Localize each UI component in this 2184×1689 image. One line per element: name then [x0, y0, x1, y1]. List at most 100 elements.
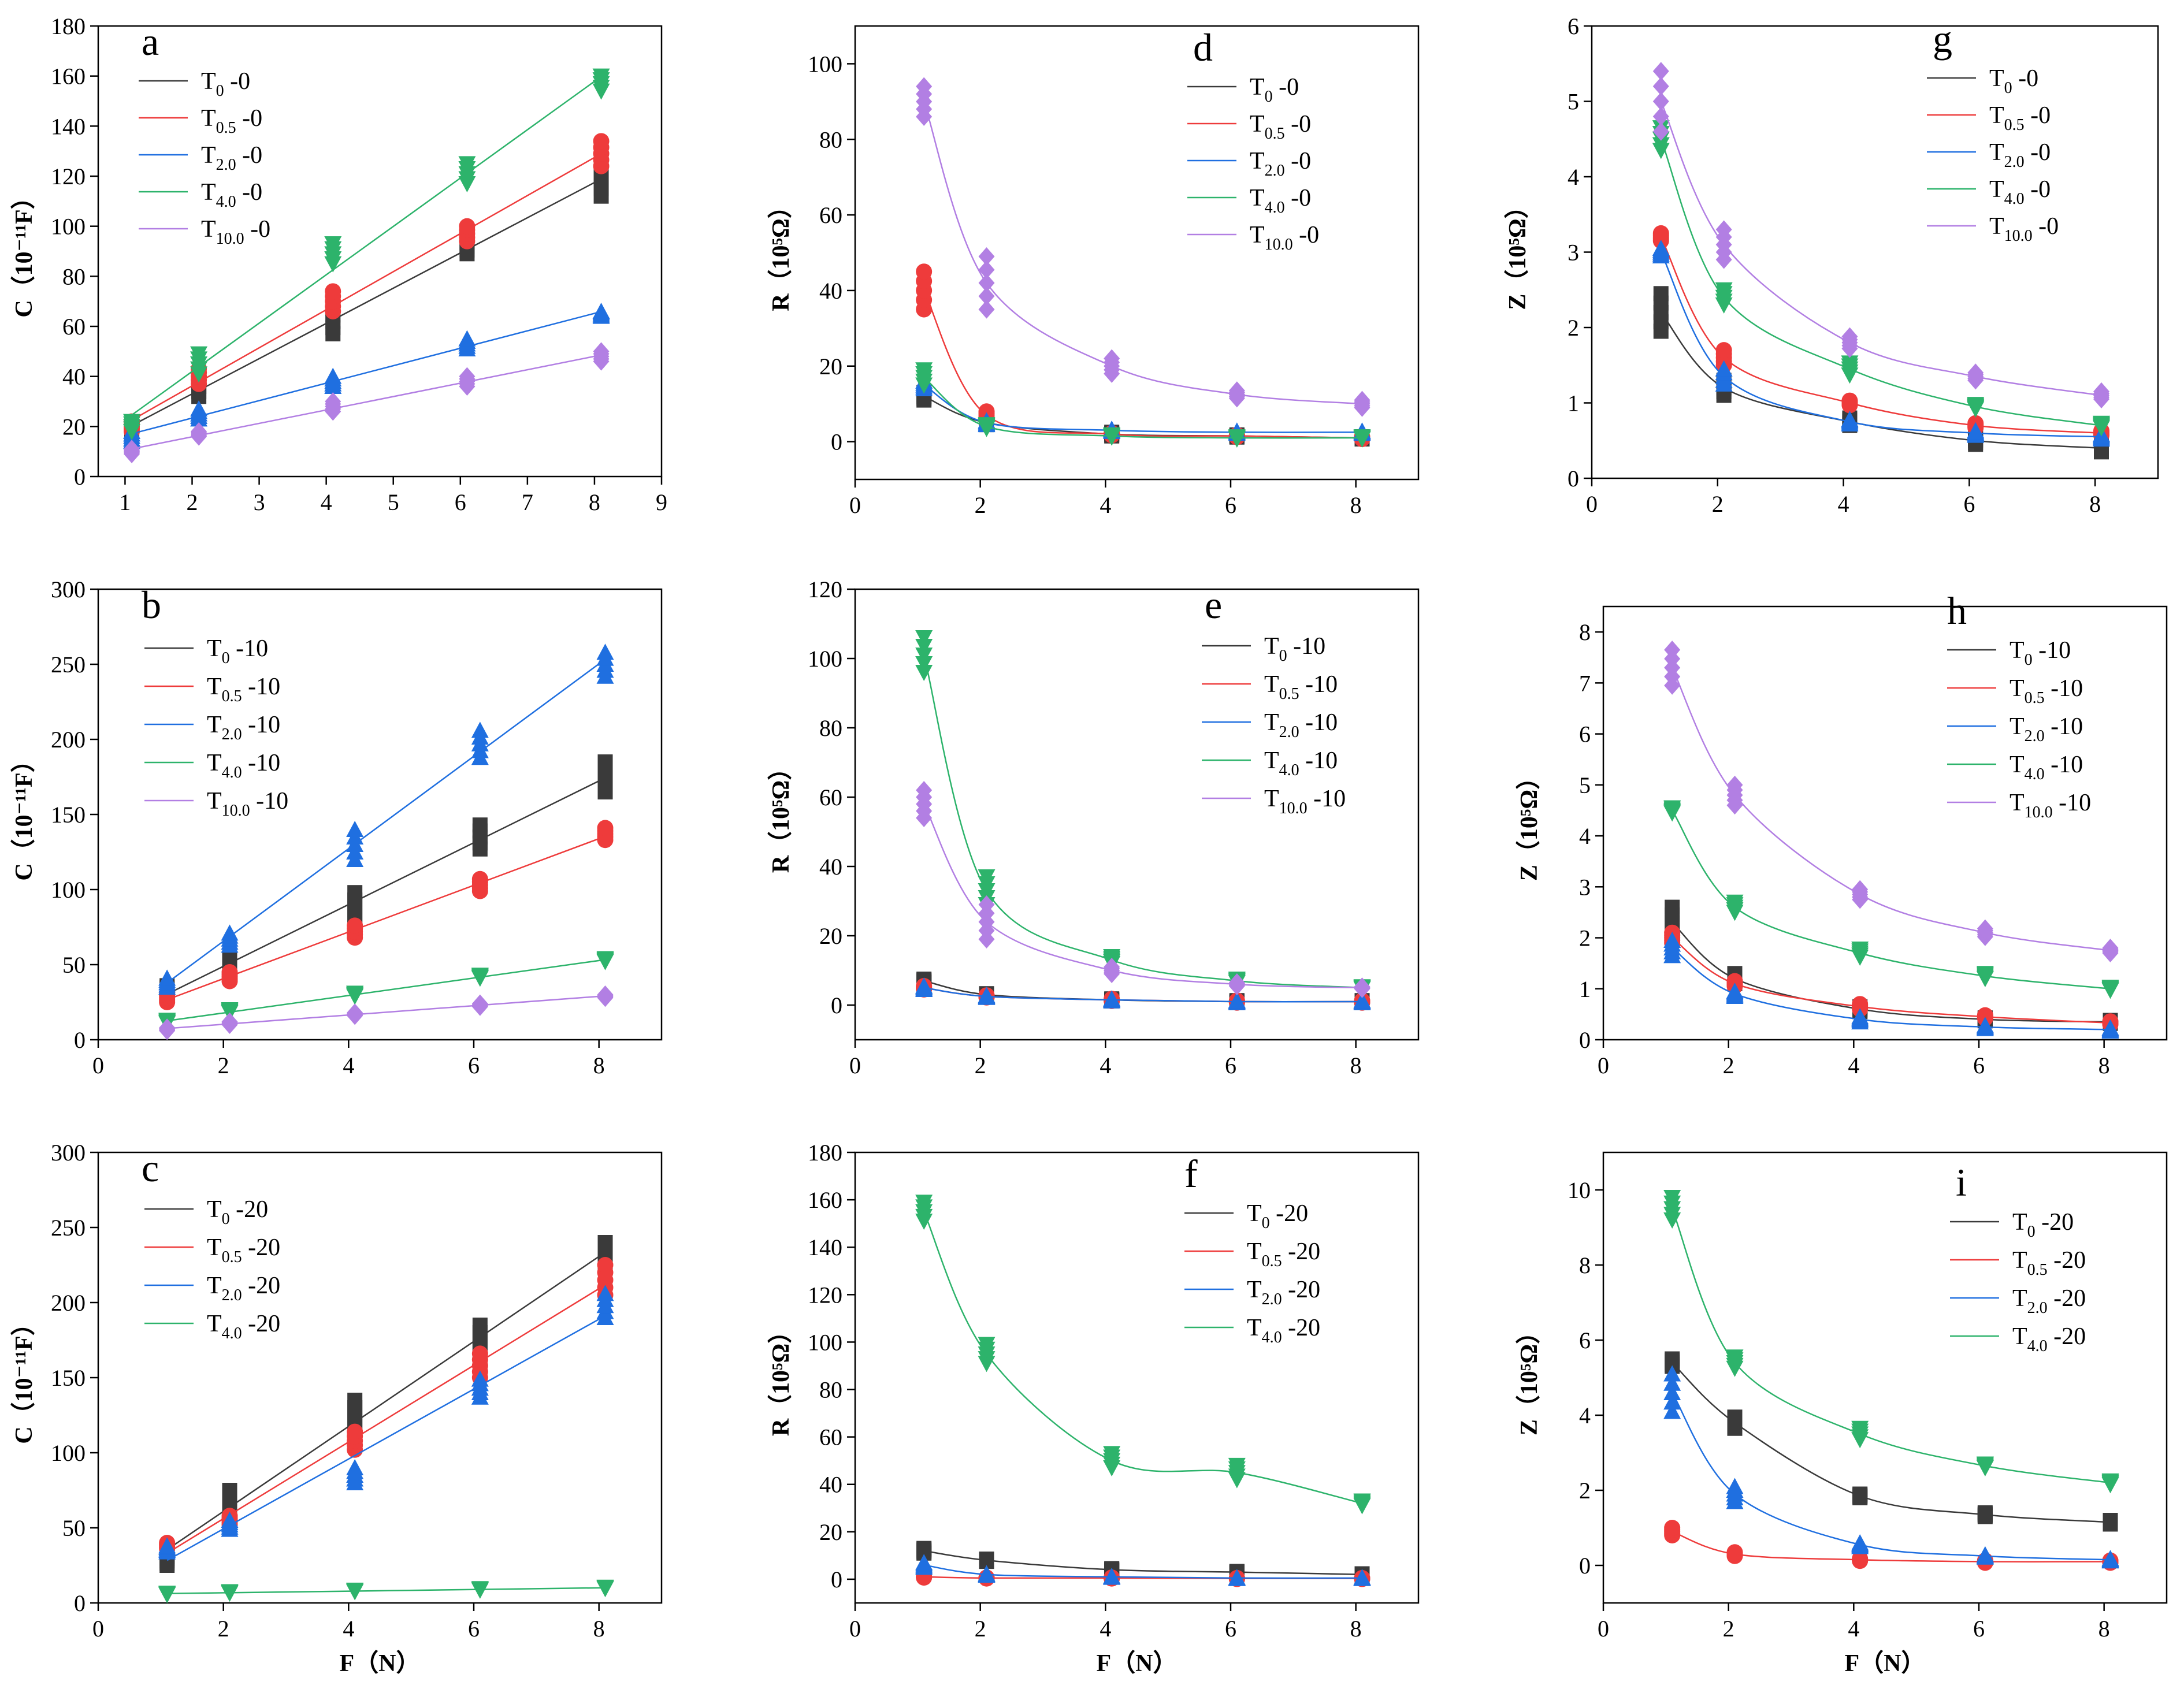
fit-curve [166, 777, 606, 995]
plot-frame [854, 588, 1420, 1041]
data-point [1976, 1017, 1994, 1033]
data-point [2101, 980, 2119, 996]
series-t10-0-10 [916, 781, 1370, 998]
data-point [1354, 977, 1370, 996]
data-point [325, 283, 341, 300]
data-point [1851, 1420, 1869, 1437]
x-axis-title: F（N） [1845, 1650, 1926, 1677]
data-point [1665, 1351, 1680, 1367]
data-point [1228, 992, 1246, 1009]
data-point [1967, 422, 1985, 438]
fit-curve [131, 152, 602, 421]
data-point [221, 924, 239, 941]
y-tick-label: 60 [819, 784, 842, 810]
data-point [1715, 282, 1733, 299]
data-point [347, 885, 363, 901]
legend-label: T10.0 -10 [207, 788, 288, 820]
series-t2-0-20 [158, 1285, 614, 1561]
x-tick-label: 8 [593, 1052, 605, 1078]
data-point [1841, 327, 1858, 346]
data-point [1652, 225, 1669, 241]
legend-label: T2.0 -20 [2012, 1285, 2086, 1317]
x-tick-label: 6 [1225, 1616, 1236, 1642]
legend-label: T0 -0 [1989, 65, 2038, 97]
y-tick-label: 50 [62, 1515, 86, 1541]
x-tick-label: 6 [468, 1052, 480, 1078]
legend-label: T2.0 -20 [207, 1273, 280, 1304]
y-tick-label: 1 [1568, 390, 1579, 416]
y-tick-label: 0 [1579, 1027, 1591, 1053]
y-tick-label: 120 [808, 576, 842, 602]
y-tick-label: 20 [819, 354, 842, 380]
legend-label: T4.0 -10 [1264, 747, 1338, 779]
x-tick-label: 4 [1838, 491, 1849, 517]
y-axis-title: C（10⁻¹¹F） [10, 748, 38, 880]
y-tick-label: 60 [819, 202, 842, 228]
data-point [978, 869, 996, 886]
data-point [2101, 1550, 2119, 1567]
fit-curve [1672, 1208, 2111, 1484]
data-point [1353, 992, 1371, 1009]
y-tick-label: 0 [74, 1027, 86, 1053]
y-tick-label: 150 [51, 802, 86, 828]
y-tick-label: 140 [51, 113, 86, 139]
data-point [1726, 894, 1744, 911]
data-point [1228, 381, 1245, 400]
x-tick-label: 3 [254, 489, 265, 515]
legend-label: T0 -20 [207, 1196, 268, 1228]
data-point [597, 754, 613, 769]
x-tick-label: 0 [849, 492, 861, 518]
data-point [2093, 415, 2110, 432]
y-tick-label: 8 [1579, 1252, 1591, 1278]
series-t0-5-10 [1664, 924, 2119, 1033]
x-tick-label: 8 [1350, 1616, 1362, 1642]
data-point [221, 1012, 238, 1031]
y-axis-title: R（10⁵Ω） [767, 756, 794, 873]
x-tick-label: 8 [1350, 1052, 1362, 1078]
x-tick-label: 6 [1973, 1052, 1985, 1078]
legend: T0 -0 T0.5 -0 T2.0 -0 T4.0 -0 T10.0 -0 [139, 68, 270, 248]
plot-frame [1602, 605, 2168, 1041]
data-point [1852, 1486, 1868, 1502]
data-point [1652, 92, 1669, 111]
y-tick-label: 5 [1568, 89, 1579, 115]
data-point [597, 820, 614, 836]
legend-label: T10.0 -10 [1264, 786, 1346, 817]
legend: T0 -20 T0.5 -20 T2.0 -20 T4.0 -20 [1184, 1200, 1320, 1346]
series-t4-0-20 [915, 1195, 1371, 1515]
data-point [915, 977, 933, 994]
y-tick-label: 50 [62, 952, 86, 978]
data-point [1977, 1007, 1993, 1024]
panel-c: 0 50 100 150 200 250 300 0 2 4 6 8 C（10⁻¹¹F） F（N） c T0 … [10, 1140, 663, 1677]
data-point [978, 300, 995, 319]
y-tick-label: 40 [819, 854, 842, 880]
data-point [221, 964, 238, 980]
y-tick-label: 40 [819, 278, 842, 304]
data-point [978, 1337, 996, 1353]
plot-frame [854, 25, 1420, 481]
y-tick-label: 200 [51, 1290, 86, 1316]
data-point [1852, 996, 1869, 1013]
fit-curve [166, 835, 606, 1000]
y-axis-title: Z（10⁵Ω） [1516, 765, 1543, 881]
y-tick-label: 6 [1579, 1327, 1591, 1353]
x-tick-label: 0 [849, 1052, 861, 1078]
data-point [1664, 1520, 1681, 1536]
data-point [221, 1512, 239, 1528]
data-point [915, 639, 933, 655]
legend-label: T4.0 -0 [1250, 185, 1311, 217]
y-tick-label: 40 [819, 1472, 842, 1498]
data-point [346, 1582, 364, 1599]
fit-curve [131, 354, 601, 450]
x-axis-title: F（N） [1097, 1650, 1178, 1677]
data-point [222, 951, 237, 966]
data-point [158, 1537, 176, 1554]
data-point [471, 968, 489, 984]
x-tick-label: 4 [343, 1616, 354, 1642]
legend-label: T10.0 -0 [1250, 222, 1319, 254]
x-tick-label: 8 [2098, 1052, 2110, 1078]
data-point [916, 1541, 932, 1556]
x-tick-label: 4 [1100, 1616, 1111, 1642]
x-tick-label: 6 [468, 1616, 480, 1642]
legend-label: T0 -10 [207, 635, 268, 667]
